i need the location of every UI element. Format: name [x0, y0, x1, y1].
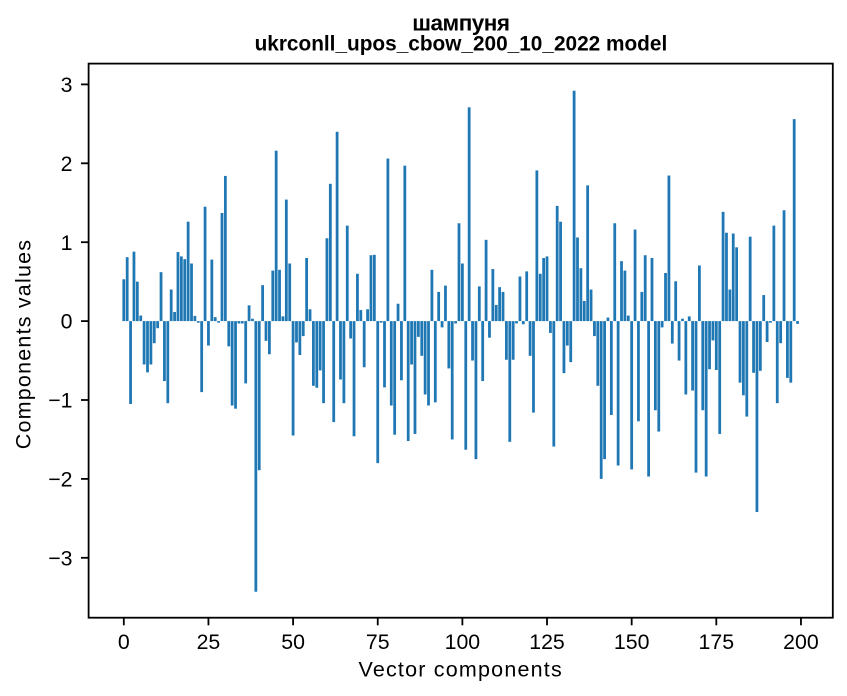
svg-text:150: 150 [614, 630, 650, 654]
svg-text:125: 125 [529, 630, 565, 654]
svg-text:−1: −1 [48, 389, 72, 413]
svg-text:0: 0 [118, 630, 130, 654]
svg-text:200: 200 [783, 630, 819, 654]
svg-text:25: 25 [197, 630, 221, 654]
svg-text:0: 0 [61, 310, 73, 334]
svg-text:3: 3 [61, 73, 73, 97]
svg-text:ukrconll_upos_cbow_200_10_2022: ukrconll_upos_cbow_200_10_2022 model [255, 33, 668, 56]
svg-text:Vector components: Vector components [358, 658, 562, 682]
svg-text:50: 50 [281, 630, 305, 654]
svg-text:−3: −3 [48, 546, 72, 570]
svg-text:100: 100 [445, 630, 481, 654]
svg-text:175: 175 [699, 630, 735, 654]
svg-text:2: 2 [61, 152, 73, 176]
svg-text:75: 75 [366, 630, 390, 654]
svg-text:шампуня: шампуня [412, 11, 509, 36]
svg-text:−2: −2 [48, 468, 72, 492]
svg-text:1: 1 [61, 231, 73, 255]
svg-text:Components values: Components values [12, 239, 36, 449]
